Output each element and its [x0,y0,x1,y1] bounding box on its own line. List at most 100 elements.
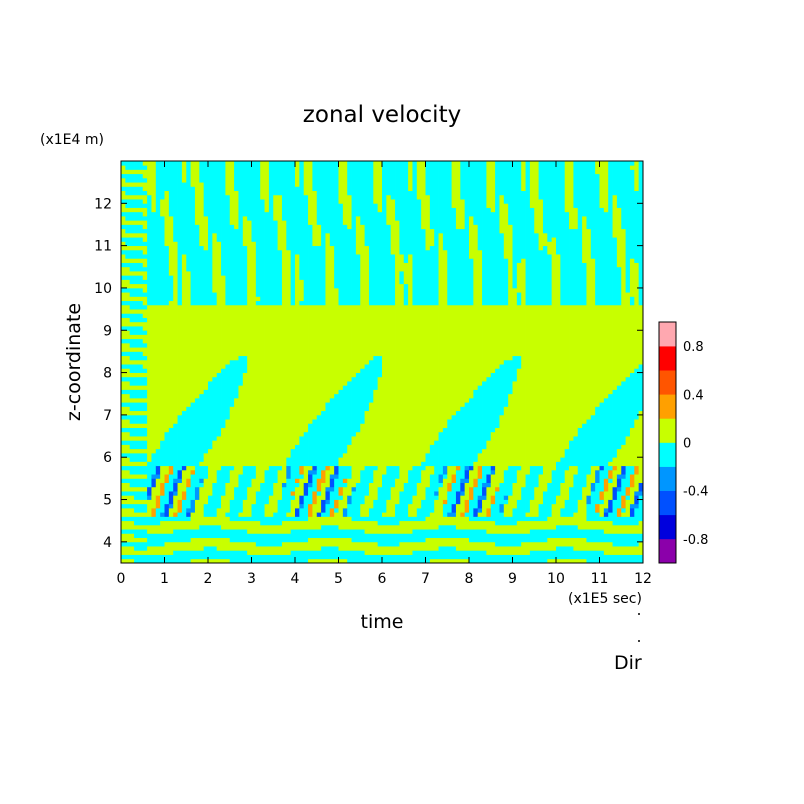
contour-cell [525,474,531,513]
contour-cell [125,304,131,314]
contour-cell [155,533,161,547]
contour-cell [129,351,135,361]
contour-cell [525,533,531,543]
contour-cell [264,503,270,517]
contour-cell [221,368,226,428]
contour-cell [634,190,640,263]
contour-cell [469,161,474,217]
contour-cell [460,478,466,483]
contour-cell [460,406,466,479]
contour-cell [486,486,492,509]
contour-cell [634,533,640,547]
contour-cell [155,495,161,509]
contour-cell [134,347,139,352]
contour-cell [164,554,170,563]
contour-cell [194,486,200,500]
contour-cell [134,161,139,170]
contour-cell [173,516,178,522]
dir-label: Dir [614,652,642,674]
contour-cell [638,482,643,492]
contour-cell [569,524,574,539]
contour-cell [138,452,144,462]
contour-cell [499,546,505,555]
contour-cell [564,448,570,471]
contour-cell [355,372,361,433]
contour-cell [308,486,313,505]
contour-cell [351,541,357,551]
contour-cell [521,258,526,488]
contour-cell [316,529,322,539]
contour-cell [556,254,561,462]
contour-cell [464,469,470,479]
contour-cell [316,478,322,492]
contour-cell [134,524,139,530]
contour-cell [190,558,196,563]
contour-cell [469,397,474,467]
contour-cell [582,161,587,217]
contour-cell [164,474,170,483]
contour-cell [273,533,278,547]
contour-cell [347,478,352,496]
contour-cell [177,520,183,530]
contour-cell [538,465,544,475]
contour-cell [403,283,409,306]
contour-cell [564,469,570,500]
contour-cell [125,393,131,403]
contour-cell [255,296,261,302]
contour-cell [525,161,531,306]
contour-cell [408,254,413,471]
contour-cell [590,161,596,259]
contour-cell [129,173,135,183]
contour-cell [308,537,313,551]
contour-cell [638,520,643,534]
contour-cell [312,550,318,560]
contour-cell [342,537,348,551]
contour-cell [247,554,252,563]
contour-cell [264,469,270,505]
colorbar-swatch [659,370,676,395]
contour-cell [129,338,135,348]
contour-cell [377,524,383,534]
contour-cell [216,558,222,563]
contour-cell [308,469,313,475]
contour-cell [360,516,365,522]
contour-cell [542,245,548,306]
contour-cell [173,241,178,424]
contour-cell [595,550,600,563]
contour-cell [347,516,352,530]
contour-cell [416,529,422,543]
contour-cell [477,385,483,454]
contour-cell [469,541,474,551]
contour-cell [277,546,283,555]
contour-cell [529,520,535,530]
contour-cell [251,465,257,479]
contour-cell [129,533,135,543]
contour-cell [338,304,344,390]
contour-cell [121,304,126,314]
contour-cell [286,457,292,467]
contour-cell [564,211,570,306]
contour-cell [138,448,144,454]
contour-cell [225,529,231,539]
contour-cell [473,461,479,479]
contour-cell [134,503,139,513]
contour-cell [138,207,144,213]
contour-cell [142,359,148,369]
contour-cell [147,304,152,462]
contour-cell [242,372,248,467]
contour-cell [429,304,435,445]
contour-cell [486,440,492,467]
contour-cell [464,529,470,539]
contour-cell [368,554,374,563]
contour-cell [121,546,126,555]
contour-cell [177,550,183,563]
contour-cell [538,520,544,530]
contour-cell [590,465,596,483]
contour-cell [429,245,435,306]
contour-cell [142,491,148,500]
contour-cell [360,529,365,543]
contour-cell [460,516,466,530]
contour-cell [368,520,374,534]
contour-cell [429,161,435,230]
contour-cell [151,452,157,475]
